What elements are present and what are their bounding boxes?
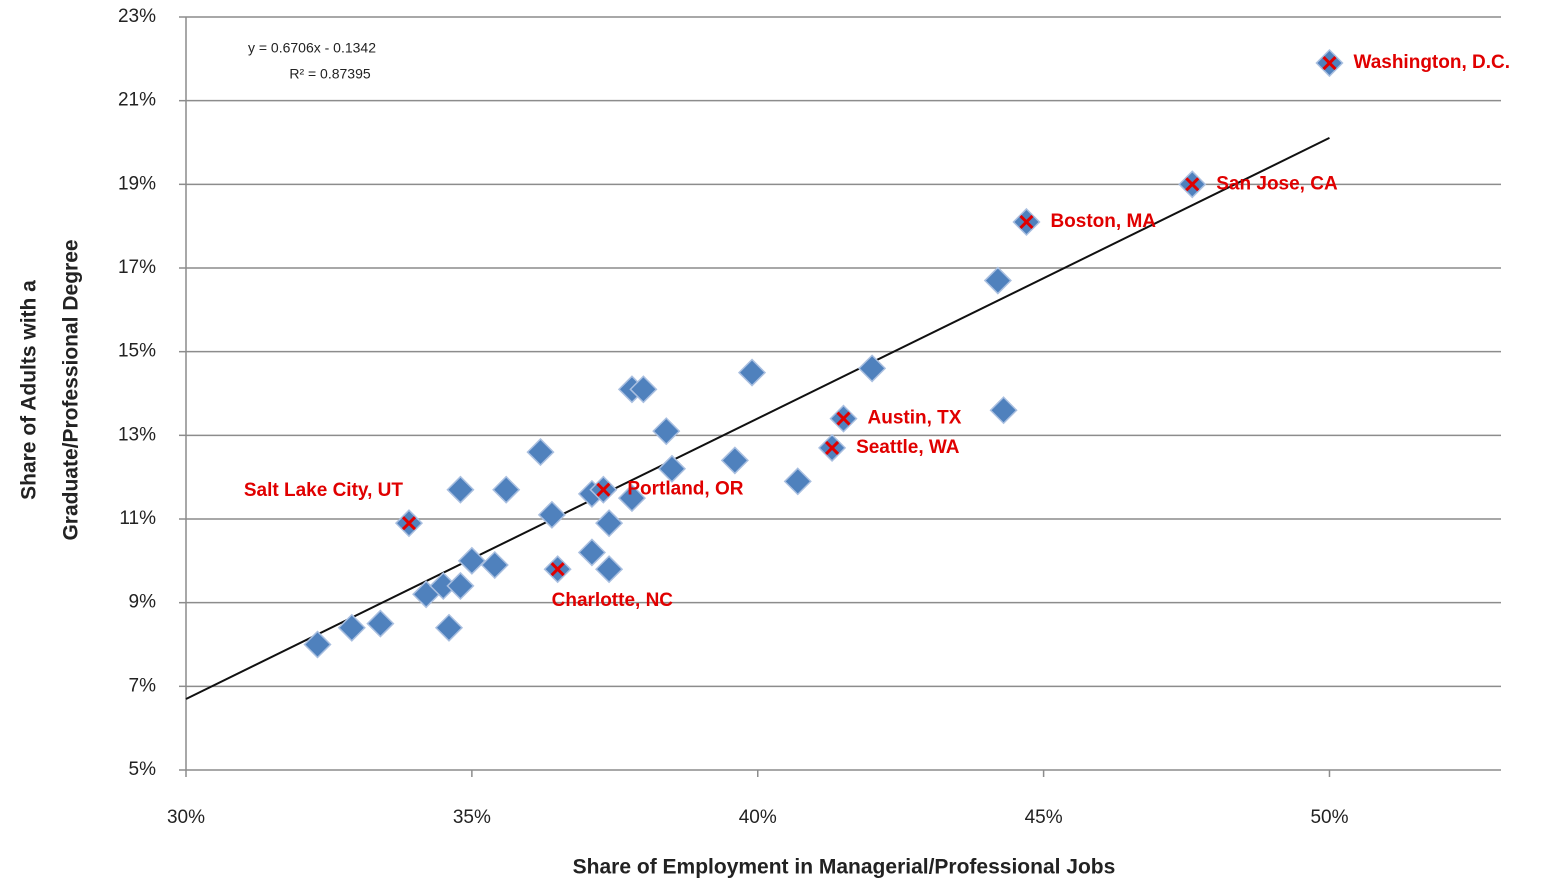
label-marker <box>1322 55 1337 71</box>
y-tick-label: 11% <box>119 508 156 529</box>
point <box>595 555 624 584</box>
point <box>366 609 395 638</box>
y-tick-label: 15% <box>118 341 156 362</box>
label-marker <box>836 411 851 426</box>
label-marker <box>550 562 565 577</box>
point-label: Boston, MA <box>1050 211 1156 232</box>
point-label: Salt Lake City, UT <box>244 480 403 501</box>
point-label: San Jose, CA <box>1216 173 1338 194</box>
point <box>617 484 647 513</box>
point <box>657 454 687 483</box>
label-marker <box>596 482 611 497</box>
point <box>434 613 464 642</box>
point <box>629 375 658 404</box>
point <box>858 354 887 383</box>
x-tick-label: 30% <box>167 807 205 828</box>
label-marker <box>1019 214 1034 230</box>
point-label: Charlotte, NC <box>552 590 674 611</box>
y-axis-title-line: Share of Adults with a <box>18 280 41 500</box>
y-axis-title-line: Graduate/Professional Degree <box>60 239 83 540</box>
point <box>720 446 749 475</box>
label-marker <box>401 516 417 531</box>
x-axis-title: Share of Employment in Managerial/Profes… <box>573 856 1116 879</box>
trendline <box>185 137 1330 700</box>
x-tick-label: 40% <box>739 807 777 828</box>
y-axis-title: Share of Adults with a Graduate/Professi… <box>18 239 83 540</box>
point-label: Austin, TX <box>868 408 962 429</box>
y-tick-label: 5% <box>129 759 157 780</box>
point-label: Washington, D.C. <box>1353 52 1510 73</box>
point <box>737 358 767 387</box>
point <box>783 467 812 496</box>
y-tick-label: 9% <box>129 592 157 613</box>
point <box>303 630 332 659</box>
y-tick-label: 19% <box>118 173 156 194</box>
point <box>492 475 521 504</box>
point <box>652 417 681 446</box>
trend-equation: y = 0.6706x - 0.1342 <box>248 40 376 56</box>
point <box>337 613 366 642</box>
trend-r2: R² = 0.87395 <box>289 66 371 82</box>
point <box>537 500 566 529</box>
x-tick-label: 45% <box>1025 807 1063 828</box>
point <box>457 546 486 575</box>
point <box>989 396 1018 425</box>
point <box>480 550 509 580</box>
point <box>446 571 475 600</box>
point <box>526 438 555 467</box>
x-tick-label: 50% <box>1310 807 1348 828</box>
y-tick-label: 23% <box>118 6 156 27</box>
y-tick-label: 13% <box>118 424 156 445</box>
y-tick-label: 7% <box>129 675 157 696</box>
point <box>577 538 606 567</box>
label-marker <box>1185 177 1200 192</box>
point <box>983 266 1012 295</box>
y-tick-label: 21% <box>118 90 156 111</box>
y-tick-label: 17% <box>118 257 156 278</box>
point-label: Seattle, WA <box>856 437 960 458</box>
point <box>595 509 624 538</box>
x-tick-label: 35% <box>453 807 491 828</box>
point-label: Portland, OR <box>627 479 743 500</box>
point <box>446 475 475 504</box>
label-marker <box>825 440 840 455</box>
